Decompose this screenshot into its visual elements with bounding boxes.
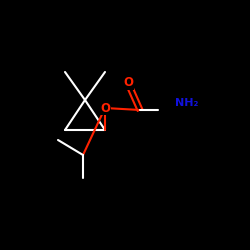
Text: NH₂: NH₂ (175, 98, 199, 108)
Text: O: O (100, 102, 110, 114)
Text: O: O (123, 76, 133, 90)
